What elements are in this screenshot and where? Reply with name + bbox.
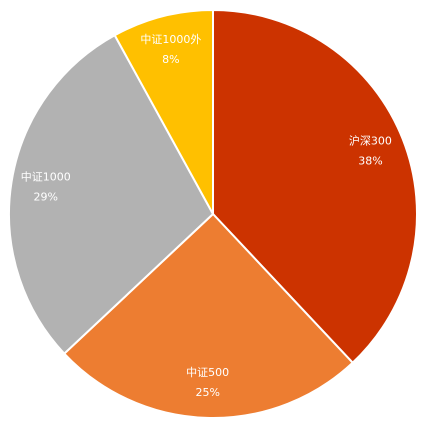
slice-value: 8% <box>162 53 179 66</box>
slice-label: 中证1000外 <box>140 33 201 46</box>
slice-label: 中证1000 <box>21 171 71 184</box>
pie-slice <box>8 33 215 356</box>
slice-value: 25% <box>195 386 219 399</box>
pie-slice <box>212 8 419 365</box>
slice-label: 沪深300 <box>349 134 392 148</box>
pie-slice <box>62 212 355 419</box>
slice-label: 中证500 <box>186 366 229 379</box>
pie-slice <box>113 8 214 215</box>
slice-value: 38% <box>358 155 382 168</box>
slice-value: 29% <box>34 191 58 204</box>
